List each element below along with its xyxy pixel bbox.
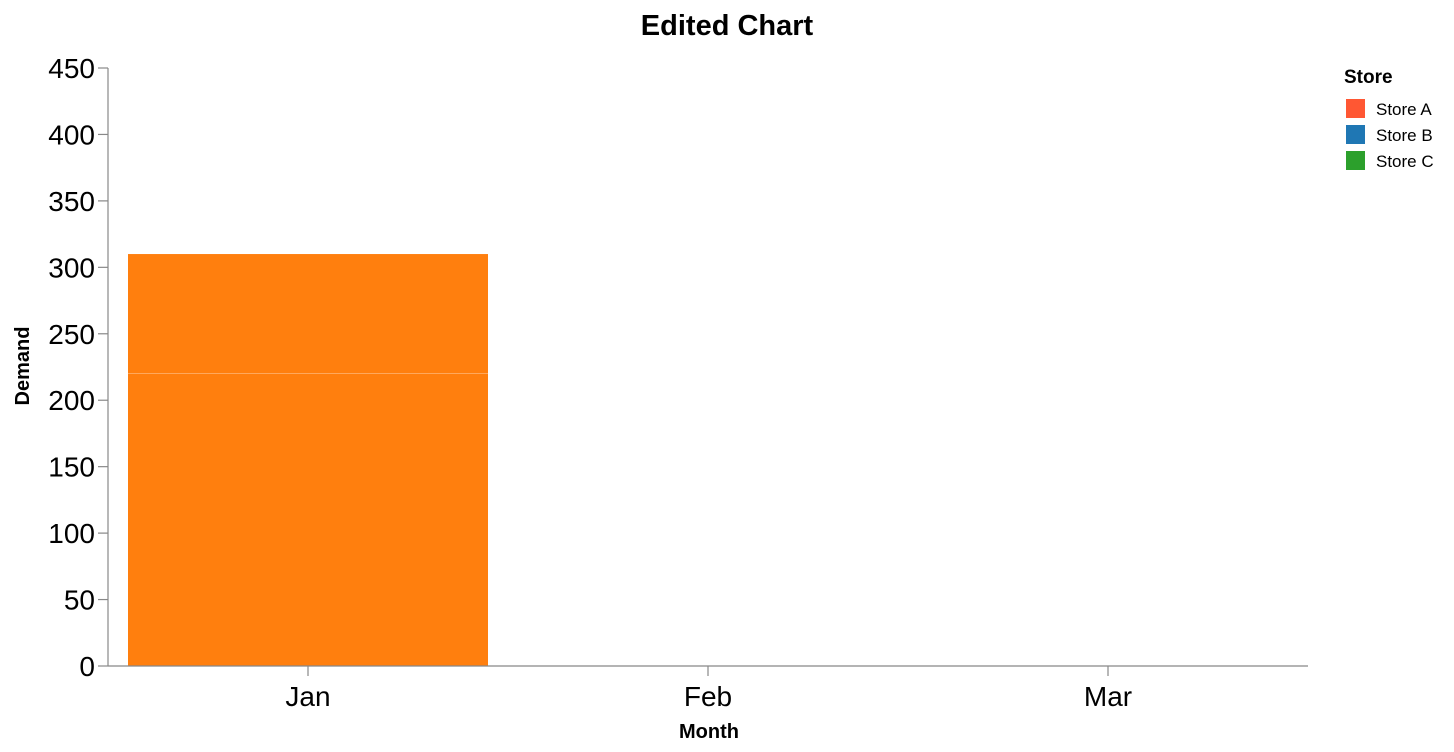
- legend-swatch-store-b: [1346, 125, 1365, 144]
- y-tick-label-400: 400: [48, 119, 95, 150]
- legend-label-store-c: Store C: [1376, 152, 1434, 171]
- y-tick-label-450: 450: [48, 53, 95, 84]
- bars-layer: [128, 254, 488, 666]
- legend-label-store-a: Store A: [1376, 100, 1432, 119]
- legend-title: Store: [1344, 67, 1393, 88]
- y-tick-label-50: 50: [64, 585, 95, 616]
- x-tick-label-mar: Mar: [1084, 681, 1132, 712]
- y-axis-title: Demand: [12, 327, 34, 406]
- y-tick-label-200: 200: [48, 385, 95, 416]
- legend: Store Store A Store B Store C: [1344, 67, 1434, 171]
- legend-label-store-b: Store B: [1376, 126, 1433, 145]
- y-tick-label-150: 150: [48, 452, 95, 483]
- bar-segment-jan-1: [128, 254, 488, 374]
- x-axis: Jan Feb Mar: [108, 665, 1308, 712]
- x-tick-label-feb: Feb: [684, 681, 732, 712]
- chart-title: Edited Chart: [641, 10, 814, 42]
- y-tick-label-0: 0: [79, 651, 95, 682]
- bar-segment-jan-0: [128, 373, 488, 666]
- y-tick-label-350: 350: [48, 186, 95, 217]
- legend-swatch-store-a: [1346, 99, 1365, 118]
- x-tick-label-jan: Jan: [285, 681, 330, 712]
- y-axis: 0 50 100 150 200 250 300 350 400 450: [48, 53, 109, 682]
- x-axis-title: Month: [679, 721, 739, 743]
- y-tick-label-250: 250: [48, 319, 95, 350]
- legend-entries: Store A Store B Store C: [1346, 99, 1434, 171]
- y-tick-label-100: 100: [48, 518, 95, 549]
- legend-swatch-store-c: [1346, 151, 1365, 170]
- y-tick-label-300: 300: [48, 252, 95, 283]
